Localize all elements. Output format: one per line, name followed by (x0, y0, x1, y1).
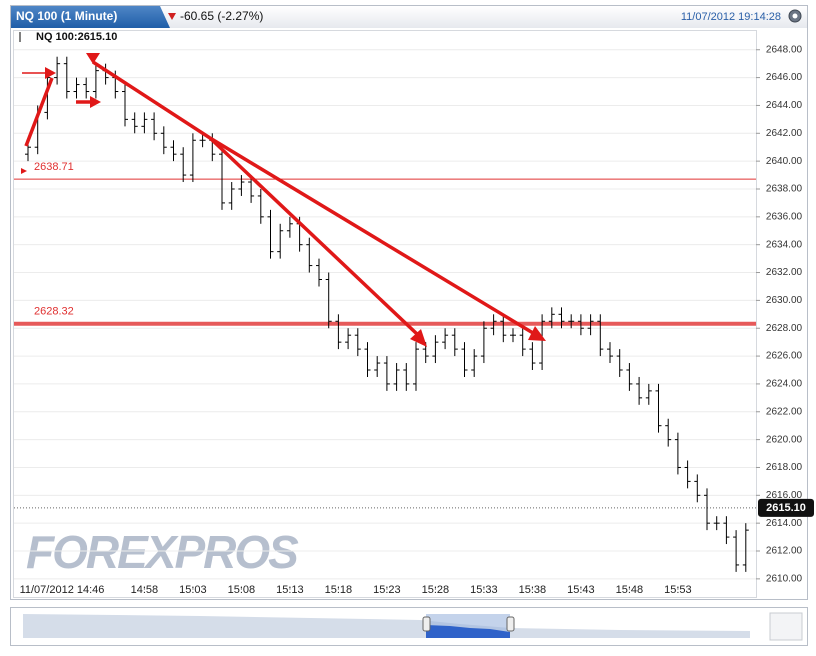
level-label: 2638.71 (34, 161, 74, 173)
x-tick-label: 15:53 (664, 584, 692, 596)
timestamp: 11/07/2012 19:14:28 (681, 11, 781, 23)
plot: 2610.00 2612.00 2614.00 2616.00 2618.00 2620.… (14, 44, 814, 596)
y-tick-label: 2636.00 (766, 211, 803, 222)
navigator-area (23, 614, 750, 638)
arrow (92, 60, 211, 140)
last-price-box (758, 498, 814, 517)
arrow (209, 136, 534, 335)
y-tick-label: 2646.00 (766, 72, 803, 83)
x-tick-label: 15:23 (373, 584, 401, 596)
down-icon (168, 13, 176, 20)
last-price-label: 2615.10 (766, 502, 806, 514)
x-tick-label: 15:03 (179, 584, 207, 596)
y-tick-label: 2624.00 (766, 379, 803, 390)
y-tick-label: 2648.00 (766, 44, 803, 55)
navigator-scroll[interactable] (769, 612, 803, 641)
x-tick-label: 15:13 (276, 584, 304, 596)
y-tick-label: 2618.00 (766, 462, 803, 473)
y-tick-label: 2616.00 (766, 490, 803, 501)
x-tick-label: 11/07/2012 14:46 (20, 584, 105, 596)
arrow (24, 77, 54, 147)
navigator-handle[interactable] (422, 616, 431, 632)
y-tick-label: 2612.00 (766, 546, 803, 557)
quote-label: NQ 100:2615.10 (36, 31, 117, 43)
navigator-handle[interactable] (506, 616, 515, 632)
x-tick-label: 15:28 (422, 584, 450, 596)
arrowhead (410, 329, 427, 347)
x-tick-label: 15:38 (519, 584, 547, 596)
x-tick-label: 15:48 (616, 584, 644, 596)
arrowhead (528, 326, 546, 341)
arrow (208, 136, 419, 336)
y-tick-label: 2614.00 (766, 518, 803, 529)
y-tick-label: 2620.00 (766, 434, 803, 445)
title-tab (11, 6, 170, 28)
chart-panel (10, 5, 808, 600)
chart-title: NQ 100 (1 Minute) (16, 9, 117, 23)
y-tick-label: 2628.00 (766, 323, 803, 334)
change-text: -60.65 (-2.27%) (180, 9, 263, 23)
x-tick-label: 15:18 (325, 584, 353, 596)
close-button-dot (792, 13, 798, 19)
y-tick-label: 2642.00 (766, 128, 803, 139)
arrowhead (45, 67, 56, 79)
annotations (21, 53, 546, 347)
y-tick-label: 2630.00 (766, 295, 803, 306)
level-label: 2628.32 (34, 306, 74, 318)
x-tick-label: 15:08 (228, 584, 256, 596)
y-tick-label: 2644.00 (766, 100, 803, 111)
header-bar (11, 6, 807, 28)
y-tick-label: 2632.00 (766, 267, 803, 278)
watermark: FOREXPROS (26, 526, 299, 578)
navigator-selected-area (426, 625, 510, 638)
x-tick-label: 14:58 (131, 584, 159, 596)
y-tick-label: 2626.00 (766, 351, 803, 362)
arrowhead (86, 53, 100, 64)
y-tick-label: 2634.00 (766, 239, 803, 250)
arrowhead (90, 96, 101, 108)
level-marker (21, 168, 27, 174)
x-tick-label: 15:33 (470, 584, 498, 596)
y-tick-label: 2622.00 (766, 406, 803, 417)
x-tick-label: 15:43 (567, 584, 595, 596)
y-tick-label: 2638.00 (766, 184, 803, 195)
plot-frame (13, 30, 757, 598)
y-tick-label: 2610.00 (766, 574, 803, 585)
y-tick-label: 2640.00 (766, 156, 803, 167)
